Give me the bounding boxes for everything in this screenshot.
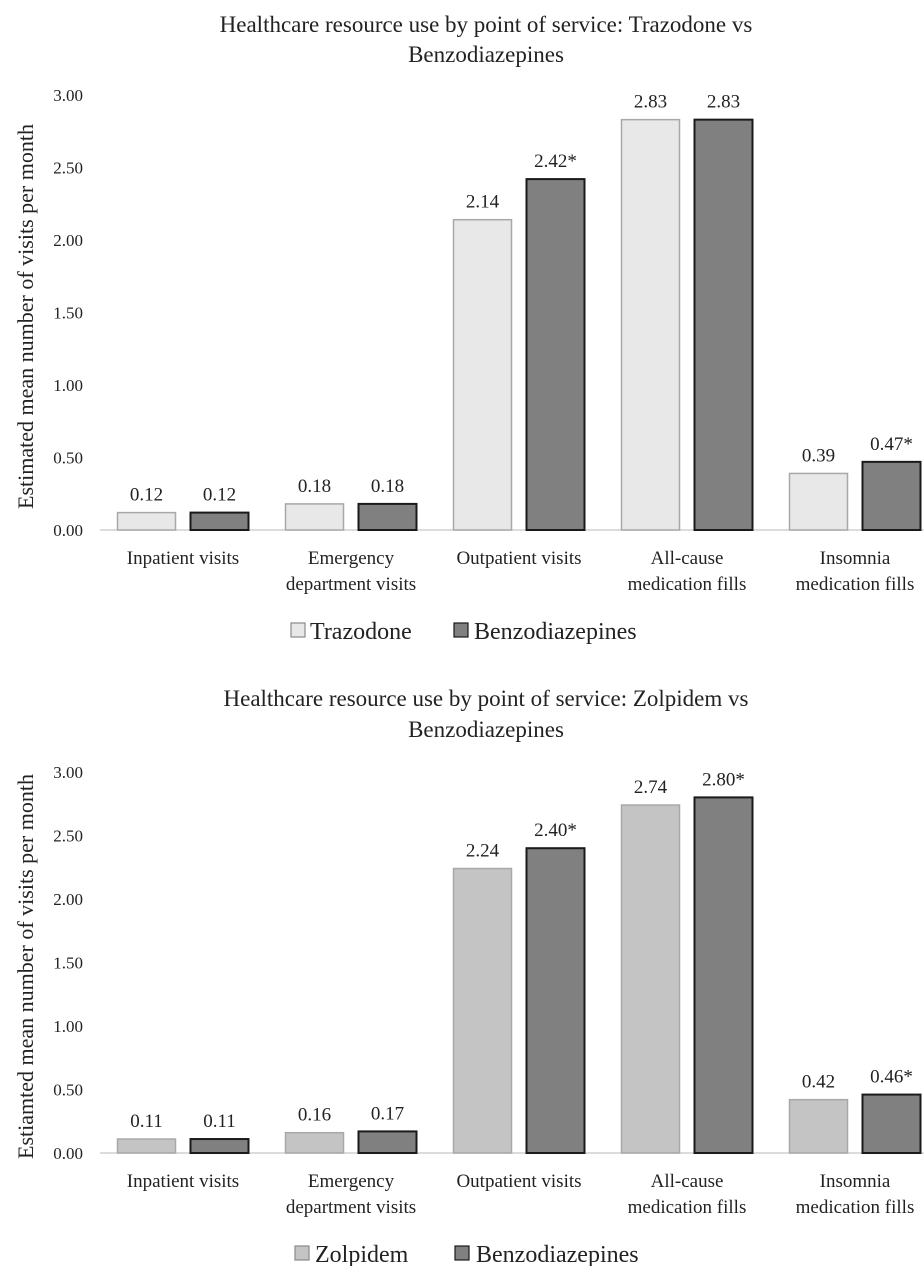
data-label: 0.42 bbox=[802, 1072, 835, 1093]
x-category-label: Insomnia bbox=[820, 1171, 891, 1192]
data-label: 0.16 bbox=[298, 1105, 331, 1126]
y-axis-label: Estimated mean number of visits per mont… bbox=[13, 124, 38, 509]
legend-label-trazodone: Trazodone bbox=[310, 619, 412, 645]
chart-title: Benzodiazepines bbox=[408, 42, 564, 67]
x-category-label: medication fills bbox=[796, 574, 915, 595]
data-label: 2.83 bbox=[707, 92, 740, 113]
x-category-label: Outpatient visits bbox=[456, 548, 581, 569]
legend-label-benzodiazepines: Benzodiazepines bbox=[474, 619, 637, 645]
bar-zolpidem bbox=[788, 1098, 849, 1154]
chart-title: Healthcare resource use by point of serv… bbox=[220, 12, 753, 37]
data-label: 0.12 bbox=[130, 485, 163, 506]
x-category-label: Emergency bbox=[308, 1171, 395, 1192]
data-label: 0.47* bbox=[870, 434, 913, 455]
bar-benzodiazepines bbox=[357, 502, 418, 531]
y-tick-label: 2.50 bbox=[53, 827, 83, 846]
data-label: 2.83 bbox=[634, 92, 667, 113]
x-category-label: department visits bbox=[286, 574, 416, 595]
x-category-label: medication fills bbox=[796, 1197, 915, 1218]
data-label: 0.18 bbox=[298, 476, 331, 497]
data-label: 2.14 bbox=[466, 192, 500, 213]
legend-swatch-zolpidem bbox=[294, 1245, 310, 1261]
data-label: 0.17 bbox=[371, 1103, 404, 1124]
bar-benzodiazepines bbox=[189, 511, 250, 531]
data-label: 2.40* bbox=[534, 820, 577, 841]
x-category-label: All-cause bbox=[651, 1171, 724, 1192]
chart-zolpidem-vs-benzodiazepines: Healthcare resource use by point of serv… bbox=[13, 686, 924, 1266]
data-label: 2.74 bbox=[634, 777, 668, 798]
data-label: 2.24 bbox=[466, 841, 500, 862]
data-label: 0.11 bbox=[203, 1111, 236, 1132]
legend-label-benzodiazepines: Benzodiazepines bbox=[476, 1242, 639, 1266]
y-tick-label: 3.00 bbox=[53, 763, 83, 782]
x-category-label: Emergency bbox=[308, 548, 395, 569]
y-tick-label: 3.00 bbox=[53, 86, 83, 105]
y-tick-label: 2.00 bbox=[53, 231, 83, 250]
chart-title: Healthcare resource use by point of serv… bbox=[224, 686, 749, 711]
data-label: 0.39 bbox=[802, 445, 835, 466]
y-tick-label: 1.00 bbox=[53, 376, 83, 395]
bar-trazodone bbox=[620, 118, 681, 531]
bar-benzodiazepines bbox=[693, 796, 754, 1155]
y-tick-label: 2.00 bbox=[53, 890, 83, 909]
bar-benzodiazepines bbox=[861, 1093, 922, 1154]
x-category-label: medication fills bbox=[628, 1197, 747, 1218]
y-tick-label: 1.50 bbox=[53, 304, 83, 323]
data-label: 0.11 bbox=[130, 1111, 163, 1132]
bar-benzodiazepines bbox=[357, 1130, 418, 1155]
bar-zolpidem bbox=[452, 867, 513, 1154]
x-category-label: medication fills bbox=[628, 574, 747, 595]
y-tick-label: 1.50 bbox=[53, 954, 83, 973]
x-category-label: Outpatient visits bbox=[456, 1171, 581, 1192]
legend-swatch-benzodiazepines bbox=[454, 1245, 470, 1261]
bar-trazodone bbox=[116, 511, 177, 531]
y-tick-label: 0.00 bbox=[53, 1144, 83, 1163]
data-label: 0.18 bbox=[371, 476, 404, 497]
chart-trazodone-vs-benzodiazepines: Healthcare resource use by point of serv… bbox=[13, 12, 924, 645]
chart-panel-trazodone: Healthcare resource use by point of serv… bbox=[13, 12, 924, 645]
bar-trazodone bbox=[284, 503, 345, 531]
bar-benzodiazepines bbox=[189, 1138, 250, 1154]
y-tick-label: 2.50 bbox=[53, 159, 83, 178]
bar-benzodiazepines bbox=[525, 847, 586, 1154]
x-category-label: Inpatient visits bbox=[127, 1171, 239, 1192]
bar-benzodiazepines bbox=[693, 118, 754, 532]
bar-zolpidem bbox=[284, 1131, 345, 1154]
y-tick-label: 0.50 bbox=[53, 1081, 83, 1100]
bar-benzodiazepines bbox=[525, 178, 586, 531]
x-category-label: Inpatient visits bbox=[127, 548, 239, 569]
chart-panel-zolpidem: Healthcare resource use by point of serv… bbox=[0, 676, 924, 1266]
bar-trazodone bbox=[788, 472, 849, 531]
x-category-label: All-cause bbox=[651, 548, 724, 569]
bar-benzodiazepines bbox=[861, 460, 922, 532]
y-tick-label: 1.00 bbox=[53, 1017, 83, 1036]
data-label: 2.80* bbox=[702, 769, 745, 790]
y-tick-label: 0.00 bbox=[53, 521, 83, 540]
bar-trazodone bbox=[452, 218, 513, 531]
data-label: 2.42* bbox=[534, 151, 577, 172]
legend-swatch-trazodone bbox=[290, 622, 306, 638]
x-category-label: department visits bbox=[286, 1197, 416, 1218]
legend-swatch-benzodiazepines bbox=[453, 622, 469, 638]
data-label: 0.46* bbox=[870, 1067, 913, 1088]
y-axis-label: Estiamted mean number of visits per mont… bbox=[13, 774, 38, 1159]
x-category-label: Insomnia bbox=[820, 548, 891, 569]
bar-zolpidem bbox=[620, 804, 681, 1154]
bar-zolpidem bbox=[116, 1138, 177, 1154]
y-tick-label: 0.50 bbox=[53, 449, 83, 468]
data-label: 0.12 bbox=[203, 485, 236, 506]
legend-label-zolpidem: Zolpidem bbox=[315, 1242, 409, 1266]
chart-title: Benzodiazepines bbox=[408, 717, 564, 742]
